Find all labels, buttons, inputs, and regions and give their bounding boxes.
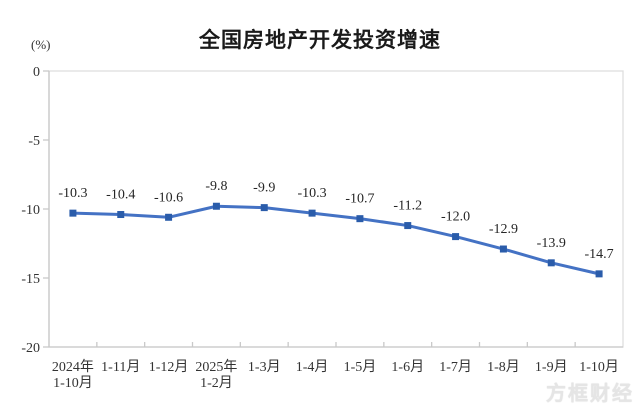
data-point-label: -10.3 [297, 186, 326, 201]
data-point-marker [308, 209, 316, 217]
data-point-marker [452, 233, 460, 241]
x-axis-tick-label: 1-3月 [248, 359, 281, 375]
data-point-marker [356, 215, 364, 223]
x-axis-tick-label: 1-10月 [53, 375, 93, 391]
y-axis-tick-label: 0 [33, 65, 40, 80]
y-axis-tick-label: -5 [28, 134, 40, 149]
data-point-label: -11.2 [393, 199, 422, 214]
x-axis-tick-label: 1-12月 [149, 359, 189, 375]
data-point-label: -9.8 [205, 179, 227, 194]
data-point-label: -12.0 [441, 210, 470, 225]
plot-border [48, 70, 624, 348]
x-axis-tick-label: 1-5月 [344, 359, 377, 375]
data-point-marker [260, 204, 268, 212]
data-point-label: -9.9 [253, 181, 275, 196]
data-point-marker [499, 245, 507, 253]
data-point-marker [595, 270, 603, 278]
data-point-label: -13.9 [537, 236, 566, 251]
x-axis-tick-label: 2025年 [195, 359, 237, 375]
data-point-label: -10.3 [58, 186, 87, 201]
data-point-label: -10.4 [106, 188, 135, 203]
x-axis-tick-label: 1-8月 [487, 359, 520, 375]
watermark: 方框财经 [546, 383, 634, 405]
x-axis-tick-label: 1-6月 [391, 359, 424, 375]
data-line [72, 204, 600, 276]
y-axis-tick-label: -15 [21, 272, 40, 287]
data-point-marker [547, 259, 555, 267]
data-point-label: -10.6 [154, 190, 183, 205]
x-axis-tick-label: 1-11月 [101, 359, 140, 375]
y-axis-unit-label: (%) [31, 37, 51, 52]
data-point-marker [165, 213, 173, 221]
data-point-marker [69, 209, 77, 217]
data-point-marker [117, 211, 125, 219]
x-axis-tick-label: 1-2月 [200, 375, 233, 391]
x-axis-tick-label: 1-10月 [579, 359, 619, 375]
data-point-marker [212, 202, 220, 210]
chart-title: 全国房地产开发投资增速 [199, 29, 441, 52]
y-axis-tick-label: -10 [21, 203, 40, 218]
x-axis-tick-label: 1-4月 [296, 359, 329, 375]
y-axis-tick-label: -20 [21, 341, 40, 356]
x-axis-tick-label: 1-7月 [439, 359, 472, 375]
data-point-label: -10.7 [345, 192, 374, 207]
data-point-label: -14.7 [584, 247, 613, 262]
x-axis-tick-label: 2024年 [52, 359, 94, 375]
data-point-label: -12.9 [489, 222, 518, 237]
x-axis-tick-label: 1-9月 [535, 359, 568, 375]
data-point-marker [404, 222, 412, 230]
